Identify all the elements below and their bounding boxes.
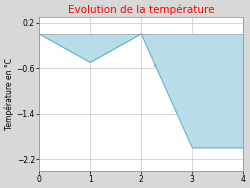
Title: Evolution de la température: Evolution de la température bbox=[68, 4, 214, 15]
Y-axis label: Température en °C: Température en °C bbox=[4, 58, 14, 130]
X-axis label: heure par heure: heure par heure bbox=[154, 60, 222, 69]
